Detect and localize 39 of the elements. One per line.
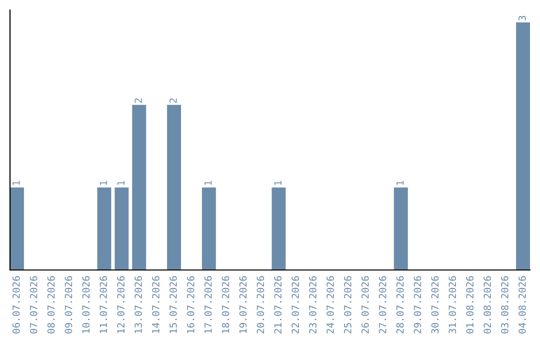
data-label: 1	[100, 180, 107, 185]
x-tick-label: 14.07.2026	[152, 276, 160, 333]
x-tick-label: 28.07.2026	[396, 276, 404, 334]
x-tick-label: 07.07.2026	[30, 276, 38, 334]
x-tick-label: 24.07.2026	[326, 276, 334, 334]
x-tick-label: 27.07.2026	[378, 276, 386, 334]
data-label: 1	[396, 180, 404, 185]
data-label: 1	[117, 180, 124, 185]
x-tick-label: 21.07.2026	[274, 276, 282, 334]
x-tick-label: 11.07.2026	[100, 276, 108, 333]
x-tick-label: 19.07.2026	[239, 276, 247, 333]
x-tick-label: 01.08.2026	[466, 276, 474, 334]
x-tick-label: 16.07.2026	[186, 276, 194, 333]
x-tick-label: 31.07.2026	[448, 276, 456, 334]
x-tick-label: 10.07.2026	[82, 276, 90, 333]
x-tick-label: 17.07.2026	[204, 276, 212, 333]
x-tick-label: 25.07.2026	[344, 276, 352, 334]
data-label: 3	[518, 16, 526, 20]
x-tick-label: 04.08.2026	[518, 276, 526, 334]
x-tick-label: 26.07.2026	[361, 276, 369, 334]
x-tick-label: 22.07.2026	[292, 276, 300, 334]
data-label: 1	[12, 180, 20, 185]
data-label: 1	[274, 180, 282, 185]
x-tick-label: 18.07.2026	[222, 276, 230, 333]
x-tick-label: 13.07.2026	[134, 276, 142, 333]
x-tick-label: 15.07.2026	[170, 276, 177, 333]
x-tick-label: 03.08.2026	[501, 276, 508, 334]
x-tick-label: 20.07.2026	[256, 276, 264, 334]
x-tick-label: 29.07.2026	[414, 276, 422, 334]
data-label: 2	[134, 98, 142, 103]
x-tick-label: 02.08.2026	[484, 276, 491, 334]
x-tick-label: 08.07.2026	[47, 276, 55, 334]
x-tick-label: 09.07.2026	[64, 276, 72, 334]
x-tick-label: 23.07.2026	[309, 276, 316, 334]
data-label: 2	[170, 98, 177, 103]
data-label: 1	[204, 180, 212, 185]
x-tick-label: 12.07.2026	[117, 276, 125, 333]
x-tick-label: 06.07.2026	[12, 276, 20, 334]
x-tick-label: 30.07.2026	[431, 276, 439, 334]
